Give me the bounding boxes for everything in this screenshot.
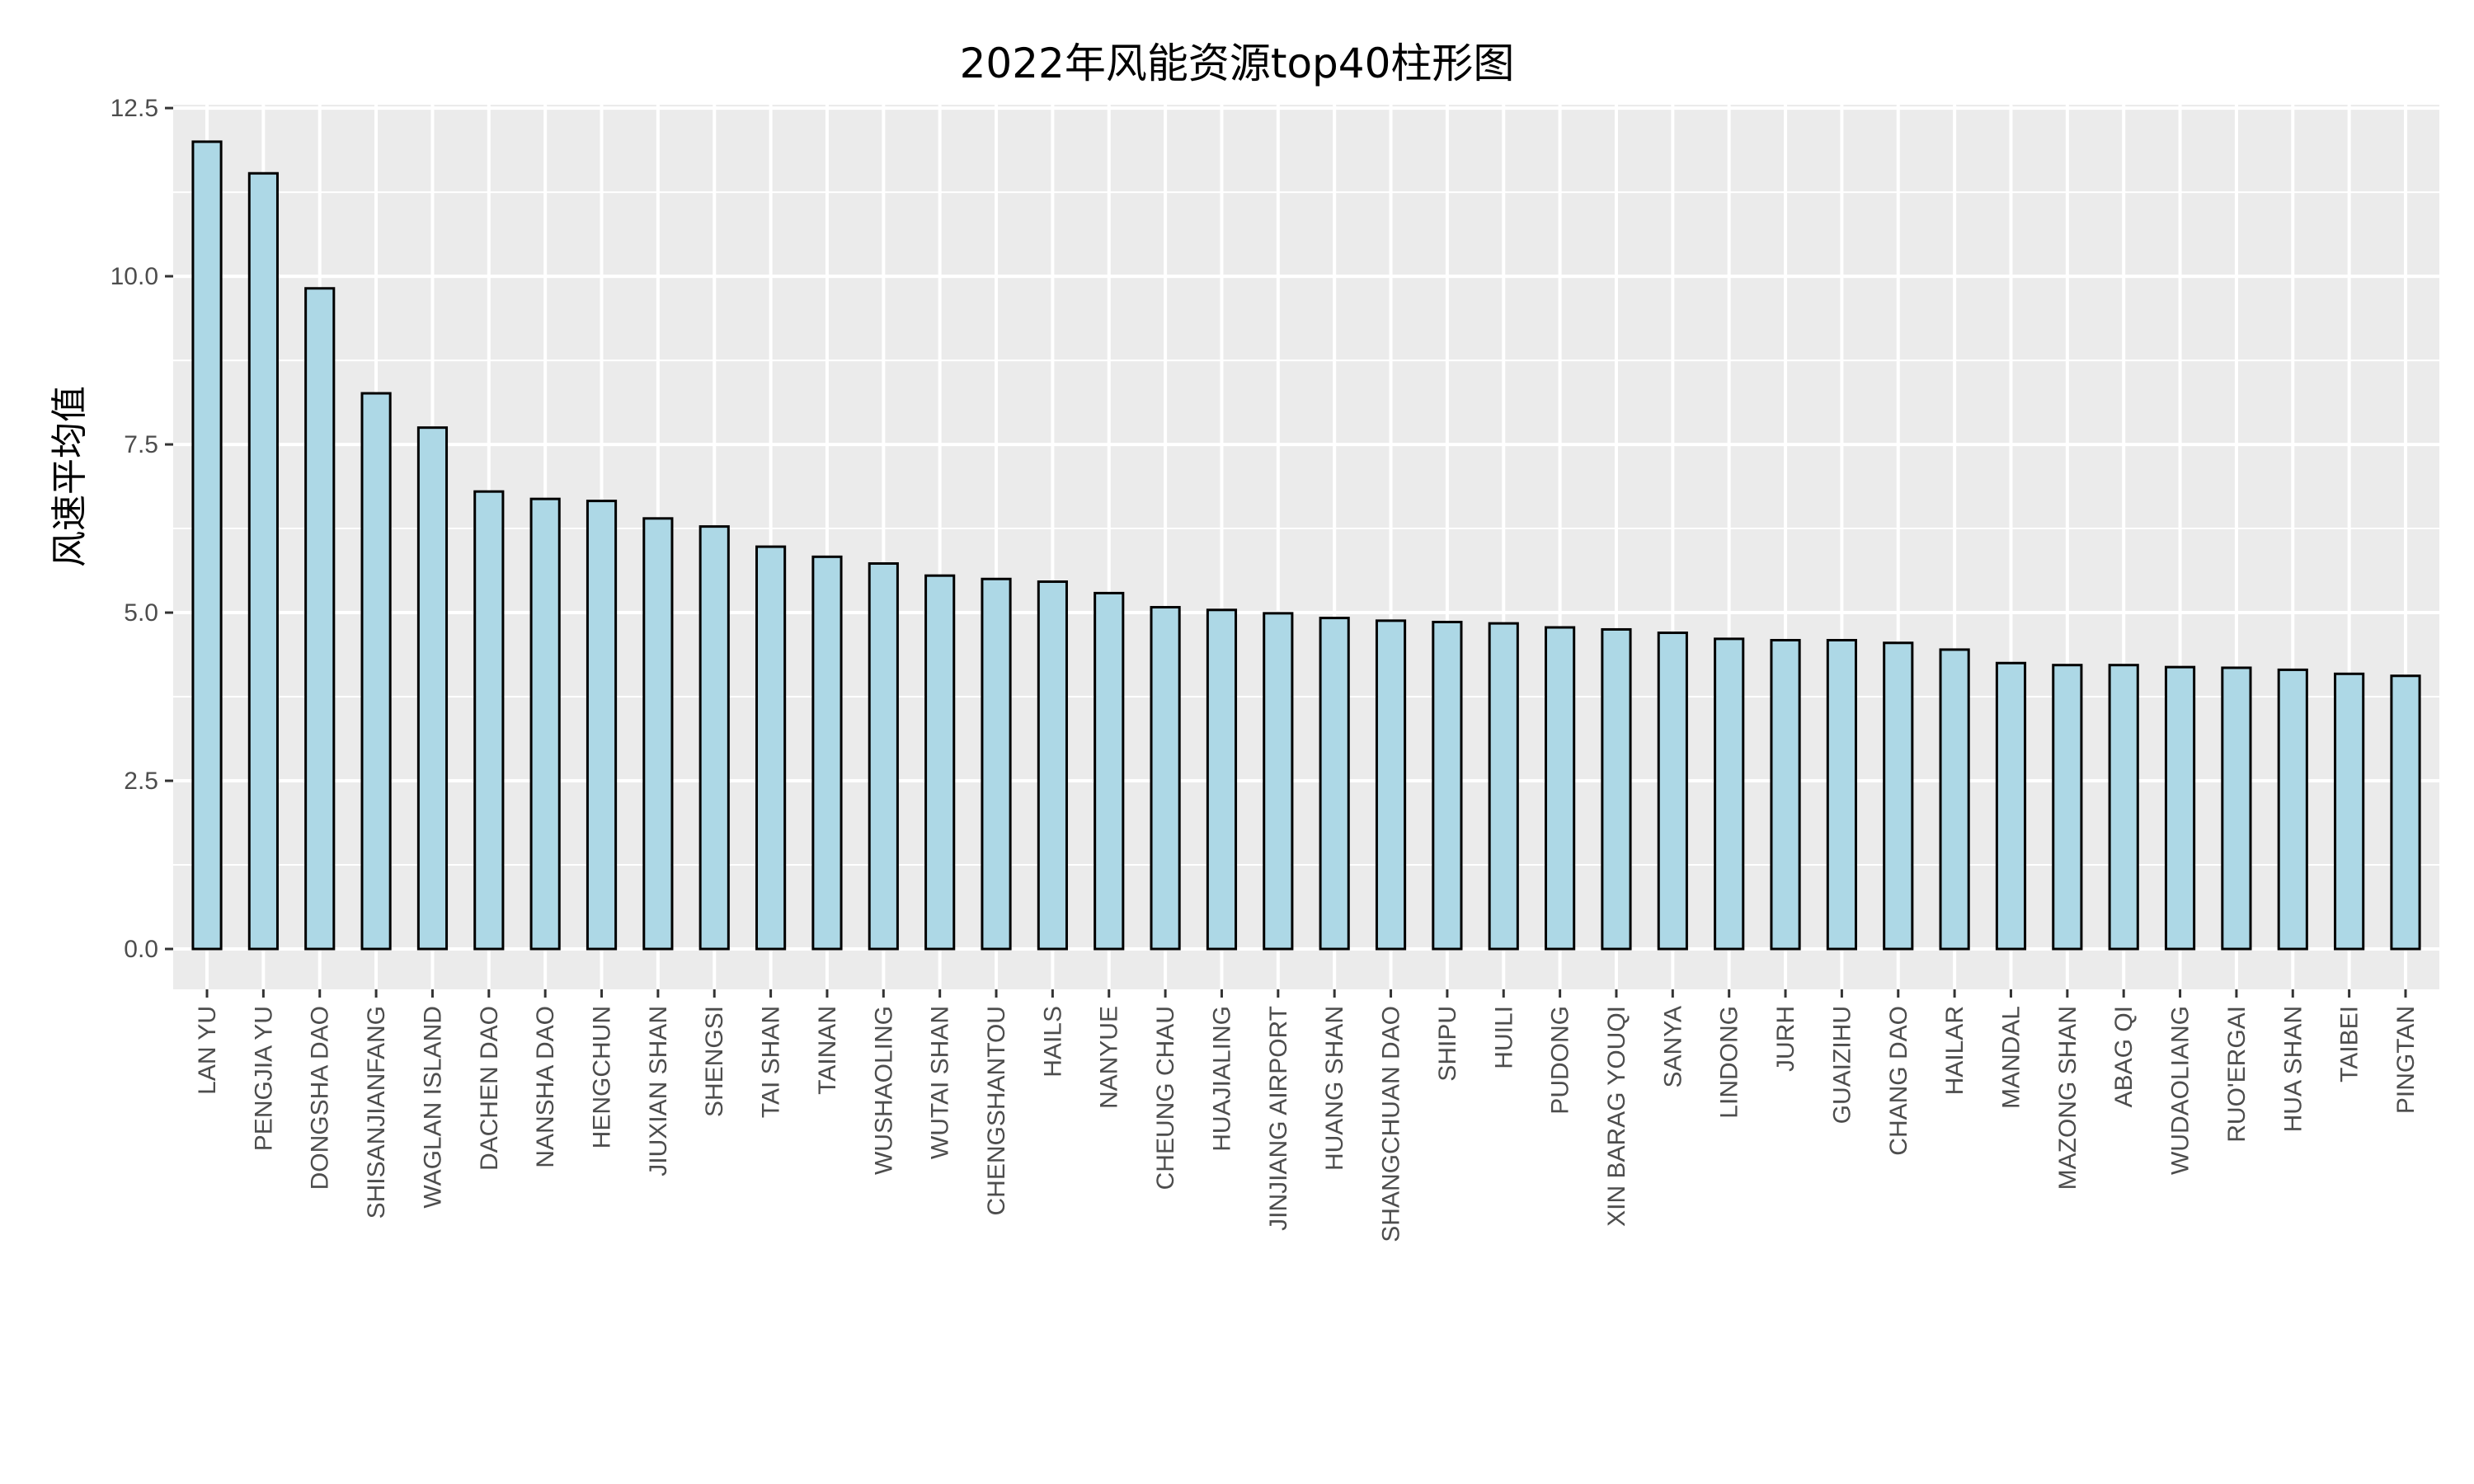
x-tick-label: SANYA bbox=[1659, 1006, 1686, 1087]
bar-jinjiang-airport bbox=[1263, 612, 1294, 951]
x-tick-label: TAINAN bbox=[814, 1006, 841, 1095]
bar-pingtan bbox=[2390, 674, 2421, 951]
y-tick-label: 0.0 bbox=[124, 936, 158, 963]
x-tick-label: XIN BARAG YOUQI bbox=[1603, 1006, 1630, 1227]
bar-waglan-island bbox=[416, 426, 449, 951]
x-tick-label: SHIPU bbox=[1434, 1006, 1461, 1082]
x-tick-label: DONGSHA DAO bbox=[307, 1006, 334, 1190]
bar-shipu bbox=[1432, 620, 1463, 951]
x-tick-label: NANSHA DAO bbox=[532, 1006, 559, 1168]
bar-hengchun bbox=[586, 500, 618, 951]
x-tick-label: HUAJIALING bbox=[1208, 1006, 1235, 1152]
x-tick-label: WAGLAN ISLAND bbox=[419, 1006, 446, 1209]
bar-guaizihu bbox=[1826, 639, 1857, 951]
x-tick-label: PINGTAN bbox=[2392, 1006, 2420, 1114]
bar-dongsha-dao bbox=[304, 287, 336, 951]
x-tick-label: PUDONG bbox=[1547, 1006, 1574, 1115]
bar-ruo-ergai bbox=[2221, 666, 2252, 951]
x-tick-label: SHANGCHUAN DAO bbox=[1378, 1006, 1405, 1242]
plot-panel bbox=[173, 105, 2439, 989]
x-tick-label: HUANG SHAN bbox=[1321, 1006, 1348, 1171]
x-tick-label: PENGJIA YU bbox=[250, 1006, 277, 1151]
bar-tai-shan bbox=[755, 545, 787, 951]
bar-dachen-dao bbox=[473, 490, 505, 951]
bar-wudaoliang bbox=[2164, 665, 2196, 951]
x-tick-label: LAN YU bbox=[194, 1006, 221, 1095]
x-tick-label: CHANG DAO bbox=[1885, 1006, 1912, 1156]
x-tick-label: SHISANJIANFANG bbox=[363, 1006, 390, 1219]
x-tick-label: CHEUNG CHAU bbox=[1152, 1006, 1179, 1190]
x-tick-label: WUSHAOLING bbox=[870, 1006, 897, 1175]
bar-hails bbox=[1037, 580, 1068, 951]
x-tick-label: TAI SHAN bbox=[758, 1006, 785, 1118]
bar-pengjia-yu bbox=[247, 171, 279, 951]
x-tick-label: HUILI bbox=[1490, 1006, 1517, 1069]
bar-mandal bbox=[1995, 661, 2027, 951]
y-tick-label: 2.5 bbox=[124, 768, 158, 795]
bar-huang-shan bbox=[1319, 617, 1350, 951]
x-tick-label: NANYUE bbox=[1096, 1006, 1123, 1109]
y-tick-label: 12.5 bbox=[111, 95, 158, 122]
x-tick-label: LINDONG bbox=[1716, 1006, 1743, 1119]
x-tick-label: HAILAR bbox=[1941, 1006, 1968, 1095]
bar-mazong-shan bbox=[2052, 664, 2083, 951]
bar-abag-qi bbox=[2108, 664, 2139, 951]
bar-jurh bbox=[1770, 639, 1801, 951]
x-tick-label: CHENGSHANTOU bbox=[983, 1006, 1010, 1215]
y-tick-label: 10.0 bbox=[111, 263, 158, 290]
x-tick-label: DACHEN DAO bbox=[476, 1006, 503, 1171]
x-tick-label: JIUXIAN SHAN bbox=[645, 1006, 672, 1176]
bar-hailar bbox=[1939, 648, 1970, 951]
bar-hua-shan bbox=[2277, 668, 2308, 951]
x-tick-label: HENGCHUN bbox=[589, 1006, 616, 1148]
x-tick-label: WUDAOLIANG bbox=[2167, 1006, 2194, 1175]
bar-cheung-chau bbox=[1150, 606, 1181, 951]
x-tick-label: WUTAI SHAN bbox=[927, 1006, 954, 1159]
x-tick-label: HUA SHAN bbox=[2279, 1006, 2307, 1132]
x-tick-label: RUO'ERGAI bbox=[2223, 1006, 2251, 1143]
x-tick-label: ABAG QI bbox=[2110, 1006, 2138, 1107]
bar-shangchuan-dao bbox=[1375, 619, 1407, 951]
bar-chengshantou bbox=[981, 577, 1012, 951]
chart-title: 2022年风能资源top40柱形图 bbox=[959, 40, 1515, 87]
x-tick-label: JINJIANG AIRPORT bbox=[1265, 1006, 1292, 1231]
x-tick-label: TAIBEI bbox=[2336, 1006, 2363, 1082]
x-tick-label: MAZONG SHAN bbox=[2054, 1006, 2081, 1190]
bar-jiuxian-shan bbox=[642, 517, 674, 951]
bar-nansha-dao bbox=[529, 497, 561, 951]
bar-tainan bbox=[811, 555, 843, 951]
y-tick-label: 5.0 bbox=[124, 599, 158, 627]
bar-nanyue bbox=[1094, 591, 1125, 951]
bar-shisanjianfang bbox=[360, 392, 392, 951]
bar-wutai-shan bbox=[924, 574, 956, 951]
bar-taibei bbox=[2334, 672, 2365, 951]
x-tick-label: GUAIZIHU bbox=[1828, 1006, 1856, 1124]
x-tick-label: MANDAL bbox=[1997, 1006, 2025, 1109]
x-tick-label: SHENGSI bbox=[701, 1006, 728, 1117]
y-tick-label: 7.5 bbox=[124, 431, 158, 458]
bar-huajialing bbox=[1206, 608, 1238, 951]
x-tick-label: HAILS bbox=[1039, 1006, 1066, 1078]
bar-xin-barag-youqi bbox=[1601, 627, 1632, 951]
x-tick-label: JURH bbox=[1772, 1006, 1799, 1072]
bar-pudong bbox=[1545, 626, 1576, 951]
bar-huili bbox=[1488, 622, 1519, 951]
bar-shengsi bbox=[698, 525, 730, 951]
bar-lindong bbox=[1714, 637, 1745, 951]
bar-sanya bbox=[1657, 632, 1688, 951]
bar-lan-yu bbox=[191, 140, 223, 951]
bar-wushaoling bbox=[868, 561, 899, 951]
bar-chang-dao bbox=[1883, 641, 1914, 951]
